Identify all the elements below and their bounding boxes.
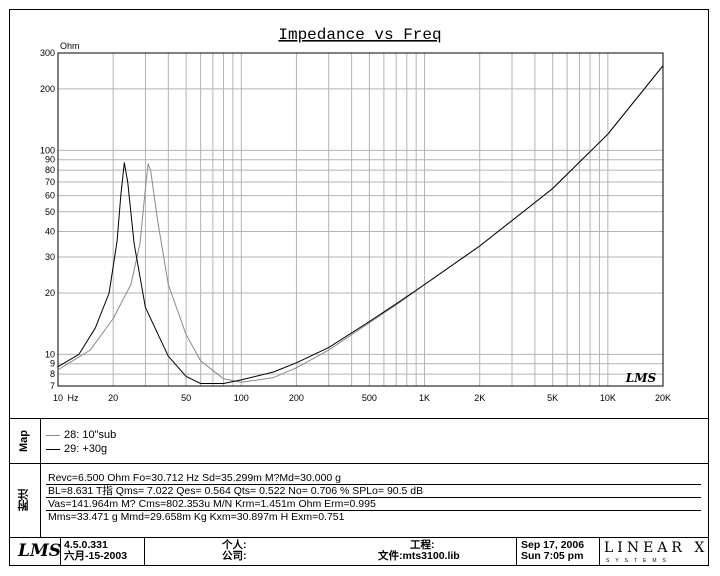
param-line: Mms=33.471 g Mmd=29.658m Kg Kxm=30.897m … xyxy=(48,511,345,523)
linearx-logo: LINEAR X xyxy=(604,540,709,556)
chart-title: Impedance vs Freq xyxy=(278,26,441,44)
legend-label: 29: +30g xyxy=(64,443,108,455)
y-tick-label: 30 xyxy=(45,252,55,262)
y-tick-label: 9 xyxy=(50,359,55,369)
y-tick-label: 10 xyxy=(45,349,55,359)
params-separator xyxy=(9,463,709,464)
y-tick-label: 50 xyxy=(45,207,55,217)
footer-divider xyxy=(60,537,61,566)
param-line: Vas=141.964m M? Cms=802.353u M/N Krm=1.4… xyxy=(46,498,701,511)
x-tick-label: 1K xyxy=(419,393,430,403)
person-label: 个人: xyxy=(222,539,247,551)
legend-label: 28: 10"sub xyxy=(64,429,117,441)
x-tick-label: 100 xyxy=(234,393,249,403)
y-tick-label: 8 xyxy=(50,369,55,379)
x-tick-label: 20 xyxy=(108,393,118,403)
map-label: Map xyxy=(18,430,30,452)
report-date: Sep 17, 2006 xyxy=(521,539,585,551)
x-tick-label: 2K xyxy=(474,393,485,403)
footer-divider xyxy=(516,537,517,566)
project-label: 工程: xyxy=(410,539,435,551)
x-tick-label: 5K xyxy=(547,393,558,403)
x-tick-label: 20K xyxy=(655,393,671,403)
file-label: 文件:mts3100.lib xyxy=(378,550,460,562)
x-tick-label: 10 xyxy=(53,393,63,403)
x-tick-label: 10K xyxy=(600,393,616,403)
param-line: Revc=6.500 Ohm Fo=30.712 Hz Sd=35.299m M… xyxy=(46,472,701,485)
version-date: 六月-15-2003 xyxy=(64,550,128,562)
report-frame xyxy=(9,9,709,566)
series-line-1 xyxy=(57,65,664,383)
x-tick-label: 500 xyxy=(362,393,377,403)
y-tick-label: 300 xyxy=(40,48,55,58)
lms-watermark: LMS xyxy=(625,371,657,385)
linearx-logo-sub: SYSTEMS xyxy=(606,558,672,564)
y-tick-label: 40 xyxy=(45,227,55,237)
footer-separator xyxy=(9,537,709,538)
y-axis-unit-label: Ohm xyxy=(60,41,80,51)
y-tick-label: 80 xyxy=(45,165,55,175)
company-label: 公司: xyxy=(222,550,247,562)
param-line: BL=8.631 T指 Qms= 7.022 Qes= 0.564 Qts= 0… xyxy=(46,485,701,498)
label-column-divider xyxy=(40,418,41,537)
y-tick-label: 7 xyxy=(50,381,55,391)
params-label: 附注 xyxy=(18,489,30,512)
y-tick-label: 100 xyxy=(40,145,55,155)
footer-divider xyxy=(599,537,600,566)
legend-swatch-gray xyxy=(46,434,60,436)
version-number: 4.5.0.331 xyxy=(64,539,108,551)
footer-divider xyxy=(144,537,145,566)
y-tick-label: 90 xyxy=(45,155,55,165)
x-tick-label: Hz xyxy=(68,393,79,403)
legend-separator xyxy=(9,418,709,419)
y-tick-label: 60 xyxy=(45,191,55,201)
lms-logo: LMS xyxy=(18,541,62,561)
legend-swatch-black xyxy=(46,448,60,450)
x-tick-label: 200 xyxy=(289,393,304,403)
series-line-2 xyxy=(57,65,664,384)
report-time: Sun 7:05 pm xyxy=(521,550,584,562)
plot-area-border xyxy=(57,52,664,387)
legend-item-series-2: 29: +30g xyxy=(46,443,107,455)
y-tick-label: 70 xyxy=(45,177,55,187)
y-tick-label: 200 xyxy=(40,84,55,94)
x-tick-label: 50 xyxy=(181,393,191,403)
y-tick-label: 20 xyxy=(45,288,55,298)
legend-item-series-1: 28: 10"sub xyxy=(46,429,116,441)
